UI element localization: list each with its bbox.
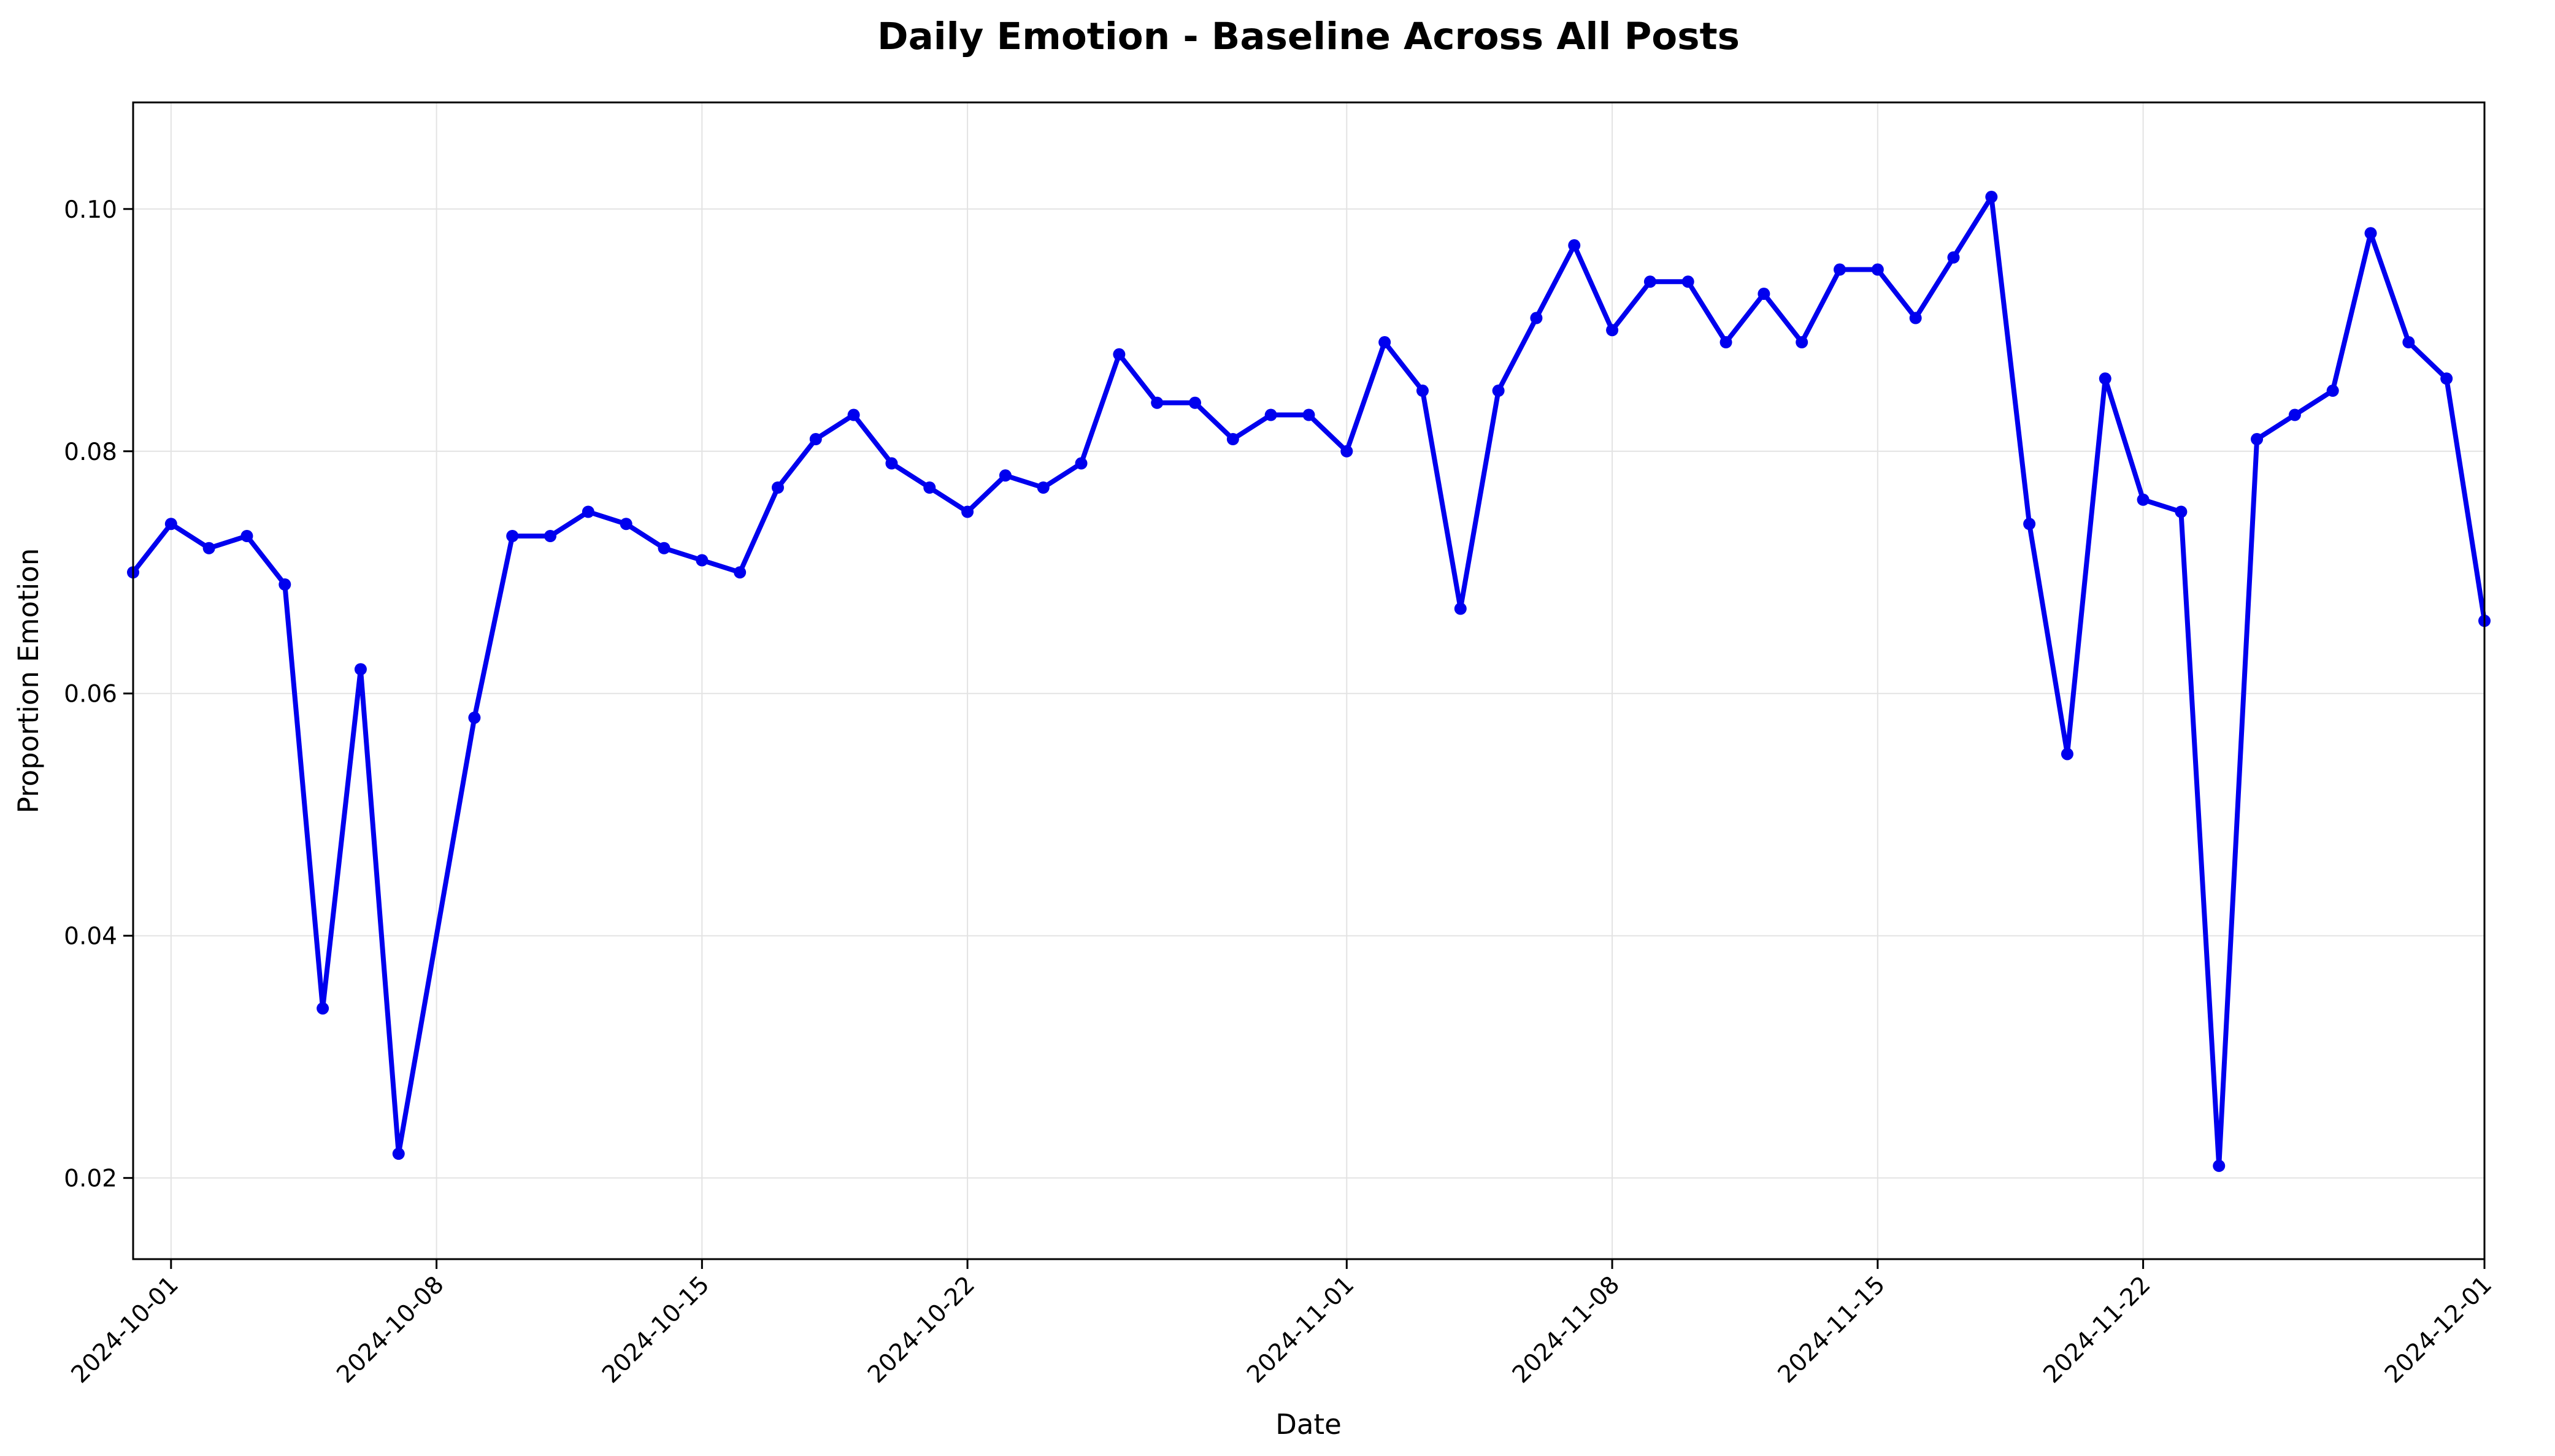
data-point [2213, 1159, 2226, 1172]
data-point [1416, 385, 1429, 397]
data-point [202, 542, 215, 554]
data-point [1075, 457, 1088, 470]
y-tick-label: 0.04 [64, 923, 117, 951]
data-point [240, 530, 253, 543]
data-point [1871, 263, 1884, 276]
data-point [809, 433, 822, 446]
data-point [2440, 372, 2453, 385]
data-point [1151, 396, 1164, 409]
data-point [2175, 505, 2188, 518]
data-point [468, 711, 481, 724]
data-point [1681, 275, 1694, 288]
data-point [734, 566, 747, 579]
data-point [1302, 408, 1315, 421]
data-point [2061, 748, 2073, 761]
data-point [1606, 324, 1619, 337]
data-point [1530, 312, 1543, 324]
y-tick-label: 0.02 [64, 1165, 117, 1193]
data-point [1492, 385, 1505, 397]
plot-frame [132, 101, 2486, 1260]
data-point [279, 578, 291, 591]
data-point [2326, 385, 2339, 397]
data-point [2023, 518, 2036, 531]
chart-title: Daily Emotion - Baseline Across All Post… [877, 15, 1740, 58]
data-point [1947, 251, 1960, 264]
data-point [1796, 336, 1808, 349]
data-point [1758, 288, 1770, 301]
series-line [131, 194, 2487, 1168]
data-point [1189, 396, 1202, 409]
series-layer [127, 191, 2491, 1172]
data-point [1340, 445, 1353, 458]
data-point [2137, 493, 2150, 506]
data-point [317, 1002, 329, 1015]
data-point [354, 663, 367, 676]
data-point [392, 1148, 405, 1160]
data-point [696, 554, 709, 567]
data-point [2402, 336, 2415, 349]
data-point [658, 542, 670, 554]
data-point [2288, 408, 2301, 421]
y-tick-label: 0.06 [64, 681, 117, 708]
data-point [164, 518, 177, 531]
data-point [506, 530, 519, 543]
data-point [544, 530, 557, 543]
data-point [961, 505, 974, 518]
data-point [1834, 263, 1846, 276]
data-point [1909, 312, 1922, 324]
data-point [1226, 433, 1239, 446]
data-point [2364, 227, 2377, 240]
data-point [1378, 336, 1391, 349]
data-point [620, 518, 632, 531]
x-axis-label: Date [1275, 1408, 1342, 1441]
y-tick-label: 0.10 [64, 196, 117, 224]
data-point [1719, 336, 1732, 349]
data-point [771, 481, 784, 494]
data-point [1454, 602, 1467, 615]
y-tick-label: 0.08 [64, 439, 117, 466]
data-point [1264, 408, 1277, 421]
data-point [847, 408, 860, 421]
data-point [1985, 191, 1998, 204]
data-point [2099, 372, 2111, 385]
data-point [1113, 348, 1126, 361]
data-point [1643, 275, 1656, 288]
data-point [999, 469, 1012, 482]
data-point [923, 481, 936, 494]
y-axis-label: Proportion Emotion [12, 548, 45, 814]
data-point [1568, 239, 1581, 252]
data-point [2251, 433, 2264, 446]
data-point [885, 457, 898, 470]
data-point [1037, 481, 1050, 494]
data-point [582, 505, 594, 518]
